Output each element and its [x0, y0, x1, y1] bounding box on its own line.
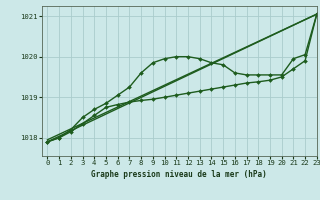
X-axis label: Graphe pression niveau de la mer (hPa): Graphe pression niveau de la mer (hPa) [91, 170, 267, 179]
